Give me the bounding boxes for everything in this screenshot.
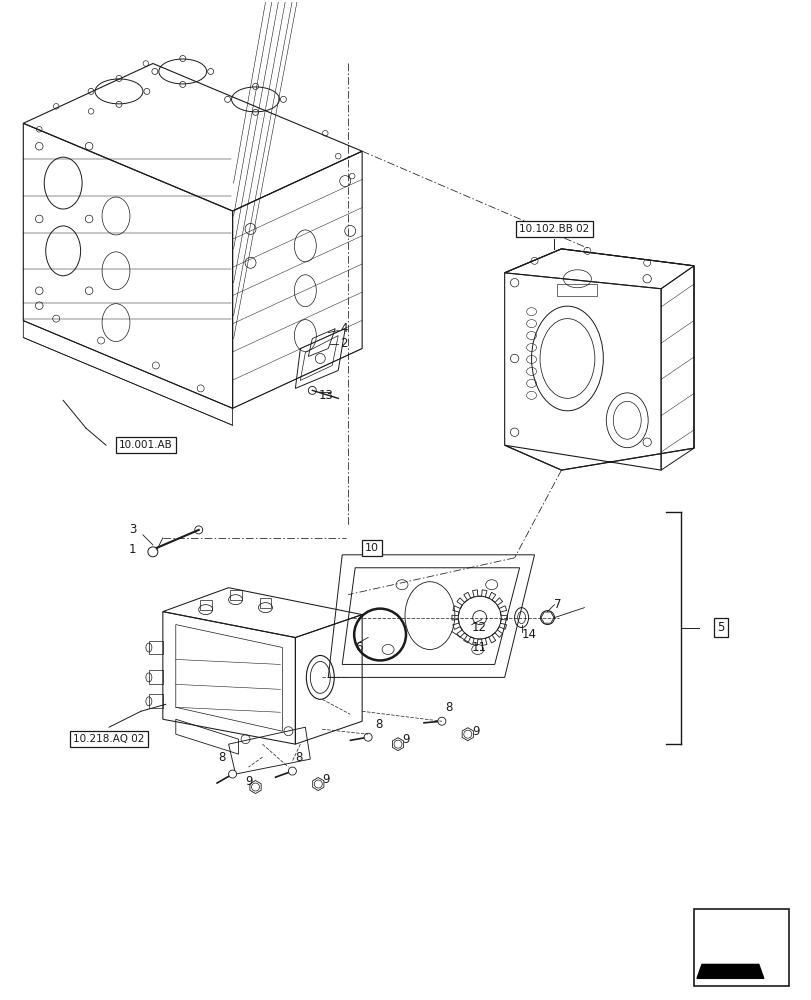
- Text: 6: 6: [354, 641, 363, 654]
- Polygon shape: [696, 964, 763, 978]
- Text: 14: 14: [521, 628, 536, 641]
- Bar: [230, 590, 241, 600]
- Text: 8: 8: [295, 751, 303, 764]
- Text: 11: 11: [471, 641, 486, 654]
- Circle shape: [288, 767, 296, 775]
- Text: 9: 9: [245, 775, 253, 788]
- Text: 8: 8: [218, 751, 225, 764]
- Bar: [557, 284, 597, 296]
- Bar: [693, 909, 787, 986]
- Polygon shape: [702, 925, 775, 968]
- Text: 10.001.AB: 10.001.AB: [119, 440, 173, 450]
- Text: 9: 9: [471, 725, 478, 738]
- Circle shape: [437, 717, 445, 725]
- Text: 8: 8: [375, 718, 382, 731]
- Bar: [260, 598, 271, 608]
- Circle shape: [363, 733, 371, 741]
- Text: 10.218.AQ 02: 10.218.AQ 02: [73, 734, 144, 744]
- Text: 5: 5: [716, 621, 723, 634]
- Text: 4: 4: [340, 322, 347, 335]
- Circle shape: [148, 547, 157, 557]
- Text: 9: 9: [401, 733, 409, 746]
- Text: 8: 8: [444, 701, 452, 714]
- Text: 1: 1: [129, 543, 136, 556]
- Text: 10: 10: [365, 543, 379, 553]
- Text: 7: 7: [554, 598, 561, 611]
- Text: 10.102.BB 02: 10.102.BB 02: [519, 224, 589, 234]
- Bar: [200, 600, 212, 610]
- Circle shape: [229, 770, 236, 778]
- Text: 12: 12: [471, 621, 486, 634]
- Text: 2: 2: [340, 337, 347, 350]
- Text: 3: 3: [129, 523, 136, 536]
- Text: 13: 13: [318, 389, 333, 402]
- Bar: [697, 915, 783, 980]
- Text: 9: 9: [322, 773, 329, 786]
